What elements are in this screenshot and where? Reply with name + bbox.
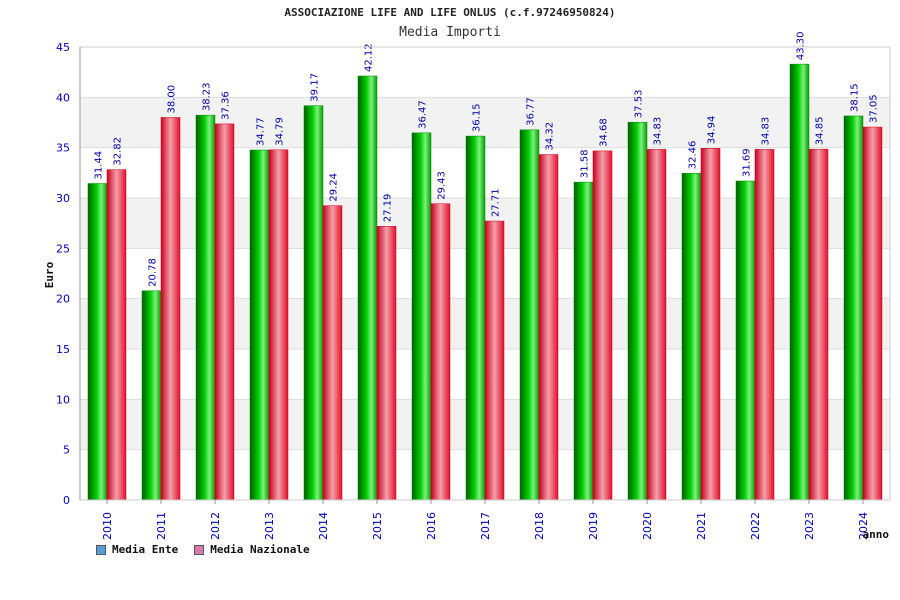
- data-label: 34.83: [653, 117, 664, 146]
- data-label: 34.32: [545, 122, 556, 151]
- data-label: 39.17: [310, 73, 321, 102]
- legend-label-nazionale: Media Nazionale: [210, 543, 310, 556]
- y-tick-label: 40: [56, 91, 70, 104]
- y-tick-label: 35: [56, 142, 70, 155]
- legend: Media Ente Media Nazionale: [96, 543, 310, 556]
- chart-subtitle: Media Importi: [399, 25, 501, 40]
- data-label: 27.71: [491, 188, 502, 217]
- x-tick-label: 2016: [425, 512, 438, 540]
- y-tick-label: 15: [56, 343, 70, 356]
- y-tick-label: 5: [63, 444, 70, 457]
- legend-swatch-ente: [96, 544, 106, 555]
- x-axis-label: anno: [863, 528, 890, 541]
- y-tick-label: 45: [56, 41, 70, 54]
- legend-label-ente: Media Ente: [112, 543, 179, 556]
- x-tick-label: 2013: [263, 512, 276, 540]
- bar-media-ente-2022: [735, 180, 756, 501]
- x-tick-label: 2012: [209, 512, 222, 540]
- data-label: 29.24: [329, 173, 340, 202]
- x-tick-label: 2015: [371, 512, 384, 540]
- data-label: 43.30: [796, 31, 807, 60]
- x-tick-label: 2011: [155, 512, 168, 540]
- data-label: 31.44: [94, 151, 105, 180]
- bar-media-nazionale-2012: [214, 123, 235, 501]
- grid-band: [80, 47, 890, 98]
- data-label: 36.47: [418, 100, 429, 129]
- x-tick-label: 2020: [641, 512, 654, 540]
- bar-media-nazionale-2020: [646, 149, 667, 501]
- data-label: 37.36: [221, 91, 232, 120]
- data-label: 34.94: [707, 116, 718, 145]
- bar-media-nazionale-2021: [700, 148, 721, 501]
- bar-media-ente-2016: [411, 132, 432, 501]
- bar-media-ente-2021: [681, 172, 702, 501]
- x-tick-label: 2022: [749, 512, 762, 540]
- bar-media-nazionale-2016: [430, 203, 451, 501]
- bar-media-ente-2019: [573, 181, 594, 501]
- data-label: 32.82: [113, 137, 124, 166]
- data-label: 29.43: [437, 171, 448, 200]
- bar-media-nazionale-2017: [484, 220, 505, 501]
- data-label: 38.00: [167, 85, 178, 114]
- data-label: 34.85: [815, 117, 826, 146]
- bar-media-nazionale-2024: [862, 126, 883, 501]
- bar-media-ente-2014: [303, 105, 324, 501]
- bar-media-nazionale-2019: [592, 150, 613, 501]
- data-label: 34.83: [761, 117, 772, 146]
- x-tick-label: 2014: [317, 512, 330, 540]
- bar-media-ente-2020: [627, 121, 648, 501]
- bar-media-nazionale-2023: [808, 148, 829, 501]
- bar-media-nazionale-2022: [754, 149, 775, 501]
- y-tick-label: 20: [56, 293, 70, 306]
- bar-media-ente-2013: [249, 149, 270, 501]
- data-label: 37.53: [634, 90, 645, 119]
- x-tick-label: 2010: [101, 512, 114, 540]
- y-tick-label: 25: [56, 242, 70, 255]
- bar-media-ente-2024: [843, 115, 864, 501]
- data-label: 31.69: [742, 148, 753, 177]
- bar-media-nazionale-2010: [106, 169, 127, 501]
- bar-media-ente-2010: [87, 183, 108, 501]
- data-label: 38.15: [850, 83, 861, 112]
- bar-media-ente-2023: [789, 63, 810, 501]
- bar-media-ente-2011: [141, 290, 162, 501]
- bar-media-ente-2012: [195, 114, 216, 501]
- x-tick-label: 2019: [587, 512, 600, 540]
- data-label: 20.78: [148, 258, 159, 287]
- bar-media-ente-2017: [465, 135, 486, 501]
- y-tick-label: 30: [56, 192, 70, 205]
- chart-title: ASSOCIAZIONE LIFE AND LIFE ONLUS (c.f.97…: [284, 6, 616, 19]
- bar-media-nazionale-2018: [538, 154, 559, 501]
- x-tick-label: 2021: [695, 512, 708, 540]
- x-tick-label: 2018: [533, 512, 546, 540]
- legend-swatch-nazionale: [194, 544, 205, 555]
- y-tick-label: 10: [56, 393, 70, 406]
- x-tick-label: 2024: [857, 512, 870, 540]
- data-label: 31.58: [580, 149, 591, 178]
- bar-media-ente-2018: [519, 129, 540, 501]
- bar-media-nazionale-2013: [268, 149, 289, 501]
- x-tick-label: 2023: [803, 512, 816, 540]
- data-label: 38.23: [202, 83, 213, 112]
- legend-item-ente: Media Ente: [96, 543, 178, 556]
- bar-media-nazionale-2011: [160, 117, 181, 501]
- y-axis-label: Euro: [43, 261, 56, 288]
- data-label: 42.12: [364, 43, 375, 72]
- bar-media-nazionale-2015: [376, 226, 397, 501]
- data-label: 34.68: [599, 118, 610, 147]
- bar-media-nazionale-2014: [322, 205, 343, 501]
- x-tick-label: 2017: [479, 512, 492, 540]
- data-label: 36.15: [472, 103, 483, 132]
- data-label: 34.79: [275, 117, 286, 146]
- data-label: 32.46: [688, 141, 699, 170]
- bar-media-ente-2015: [357, 75, 378, 501]
- data-label: 37.05: [869, 94, 880, 123]
- data-label: 27.19: [383, 194, 394, 223]
- data-label: 34.77: [256, 117, 267, 146]
- data-label: 36.77: [526, 97, 537, 126]
- y-tick-label: 0: [63, 494, 70, 507]
- legend-item-nazionale: Media Nazionale: [194, 543, 310, 556]
